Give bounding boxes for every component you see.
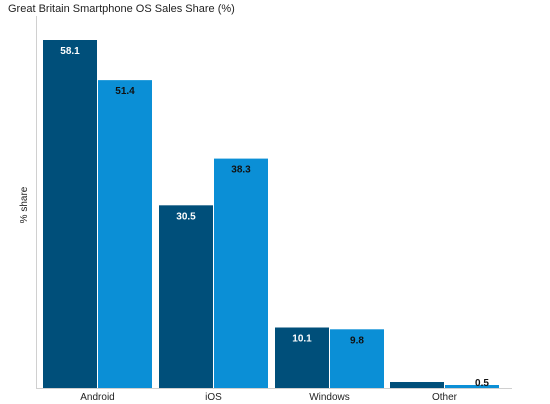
x-tick-windows: Windows [309,392,350,403]
data-labels: 58.1 51.4 30.5 38.3 10.1 9.8 0.5 [60,46,489,389]
data-label-android-series-1: 58.1 [60,46,80,57]
bar-other-series-1 [390,382,444,388]
data-label-ios-series-1: 30.5 [176,211,196,222]
x-tick-ios: iOS [205,392,222,403]
data-label-other-series-2: 0.5 [475,378,489,389]
data-label-ios-series-2: 38.3 [231,165,251,176]
x-tick-android: Android [80,392,114,403]
bar-android-series-1 [43,40,97,388]
bar-windows-series-2 [330,329,384,388]
bar-windows-series-1 [275,327,329,388]
data-label-android-series-2: 51.4 [115,86,135,97]
bars-group [43,40,499,389]
data-label-windows-series-1: 10.1 [292,334,312,345]
x-tick-other: Other [432,392,458,403]
bar-other-series-2 [445,385,499,388]
y-axis-label: % share [19,186,30,223]
bar-ios-series-2 [214,158,268,388]
data-label-windows-series-2: 9.8 [350,335,364,346]
chart-title: Great Britain Smartphone OS Sales Share … [8,3,235,15]
x-tick-labels: Android iOS Windows Other [80,392,457,403]
bar-ios-series-1 [159,205,213,388]
bar-android-series-2 [98,80,152,389]
